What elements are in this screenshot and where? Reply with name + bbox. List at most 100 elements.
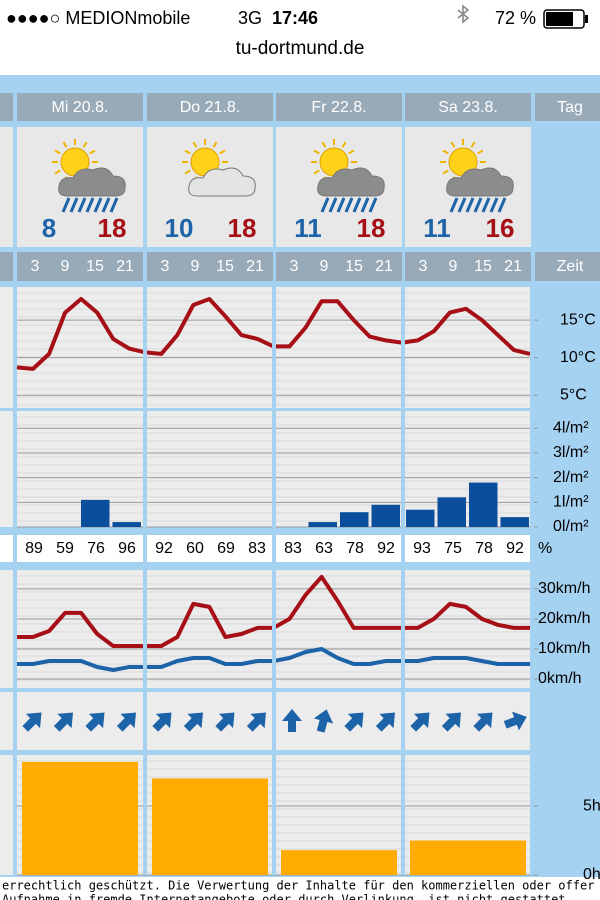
y-tick-label: 0km/h [538, 670, 582, 687]
left-edge-cell [0, 127, 13, 247]
bar [22, 761, 138, 875]
bar [469, 482, 498, 527]
y-tick-label: 1l/m² [553, 494, 589, 511]
cell [276, 252, 402, 281]
y-tick-label: 0l/m² [553, 518, 589, 535]
temp-max: 16 [486, 213, 515, 243]
day-label: Sa 23.8. [438, 99, 498, 116]
hour-label: 21 [246, 258, 264, 275]
cell [276, 535, 402, 562]
cell [147, 252, 273, 281]
humidity: 89 [25, 540, 43, 557]
cloud [188, 167, 256, 197]
hour-label: 3 [31, 258, 40, 275]
left-edge-cell [0, 411, 13, 527]
footer-background [0, 877, 600, 900]
rain [497, 197, 507, 213]
day-label: Fr 22.8. [311, 99, 366, 116]
humidity: 92 [155, 540, 173, 557]
cell [17, 287, 143, 408]
humidity: 76 [87, 540, 105, 557]
hour-label: 9 [320, 258, 329, 275]
humidity: 69 [217, 540, 235, 557]
left-edge-cell [0, 692, 13, 750]
cell [276, 287, 402, 408]
humidity: 83 [248, 540, 266, 557]
sun-ray [184, 149, 191, 155]
wind-arrow [183, 712, 203, 732]
clock: 17:46 [272, 8, 318, 28]
bar [112, 522, 141, 527]
row-label-box [535, 252, 600, 281]
rain [481, 197, 491, 213]
footer-text: errechtlich geschützt. Die Verwertung de… [2, 879, 594, 893]
url[interactable]: tu-dortmund.de [236, 38, 365, 59]
cell [17, 252, 143, 281]
sun-ray [212, 141, 218, 148]
temp-min: 11 [294, 213, 322, 243]
rain [336, 197, 346, 213]
cell [147, 535, 273, 562]
cloud [446, 167, 514, 197]
row-label: % [538, 540, 552, 557]
sun-ray [470, 141, 476, 148]
rain [465, 197, 475, 213]
bar [81, 499, 110, 527]
temp-min: 10 [165, 213, 194, 243]
wind-arrow [53, 712, 73, 732]
hour-label: 21 [116, 258, 134, 275]
rain [69, 197, 79, 213]
bluetooth-icon [457, 4, 470, 24]
weather-icon [182, 139, 256, 197]
y-tick-label: 0h [583, 866, 600, 883]
wind-arrow [473, 712, 493, 732]
sun-ray [219, 149, 226, 155]
humidity: 59 [56, 540, 74, 557]
sun-ray [313, 169, 320, 175]
temp-max: 18 [98, 213, 127, 243]
rain [489, 197, 499, 213]
y-tick-label: 10°C [560, 349, 596, 366]
wind-arrow [410, 712, 430, 732]
rain [457, 197, 467, 213]
bar [371, 504, 400, 527]
bar [308, 522, 337, 527]
rain [85, 197, 95, 213]
cell [17, 411, 143, 527]
y-tick-label: 15°C [560, 311, 596, 328]
sun-ray [321, 141, 327, 148]
y-tick-label: 30km/h [538, 580, 590, 597]
hour-label: 21 [504, 258, 522, 275]
hour-label: 3 [161, 258, 170, 275]
humidity: 75 [444, 540, 462, 557]
wind-arrow [282, 709, 302, 732]
temp-min: 8 [42, 213, 56, 243]
wind-arrow [441, 712, 461, 732]
temp-min: 11 [423, 213, 451, 243]
y-tick-label: 3l/m² [553, 444, 589, 461]
cell [405, 411, 531, 527]
row-label: Zeit [557, 258, 584, 275]
cell [17, 535, 143, 562]
cell [17, 93, 143, 121]
sun-ray [313, 149, 320, 155]
y-tick-label: 2l/m² [553, 469, 589, 486]
network: 3G [238, 8, 262, 28]
left-edge-cell [0, 755, 13, 875]
hour-label: 9 [191, 258, 200, 275]
battery-level [546, 12, 573, 26]
footer-text: Aufnahme in fremde Internetangebote oder… [2, 893, 573, 900]
sun-ray [348, 149, 355, 155]
wind-arrow [152, 712, 172, 732]
y-tick-label: 10km/h [538, 640, 590, 657]
wind-arrow [215, 712, 235, 732]
humidity: 92 [377, 540, 395, 557]
hour-label: 21 [375, 258, 393, 275]
rain [328, 197, 338, 213]
y-tick-label: 5h [583, 797, 600, 814]
hour-label: 9 [61, 258, 70, 275]
left-edge-cell [0, 287, 13, 408]
bar [152, 778, 268, 875]
humidity: 60 [186, 540, 204, 557]
